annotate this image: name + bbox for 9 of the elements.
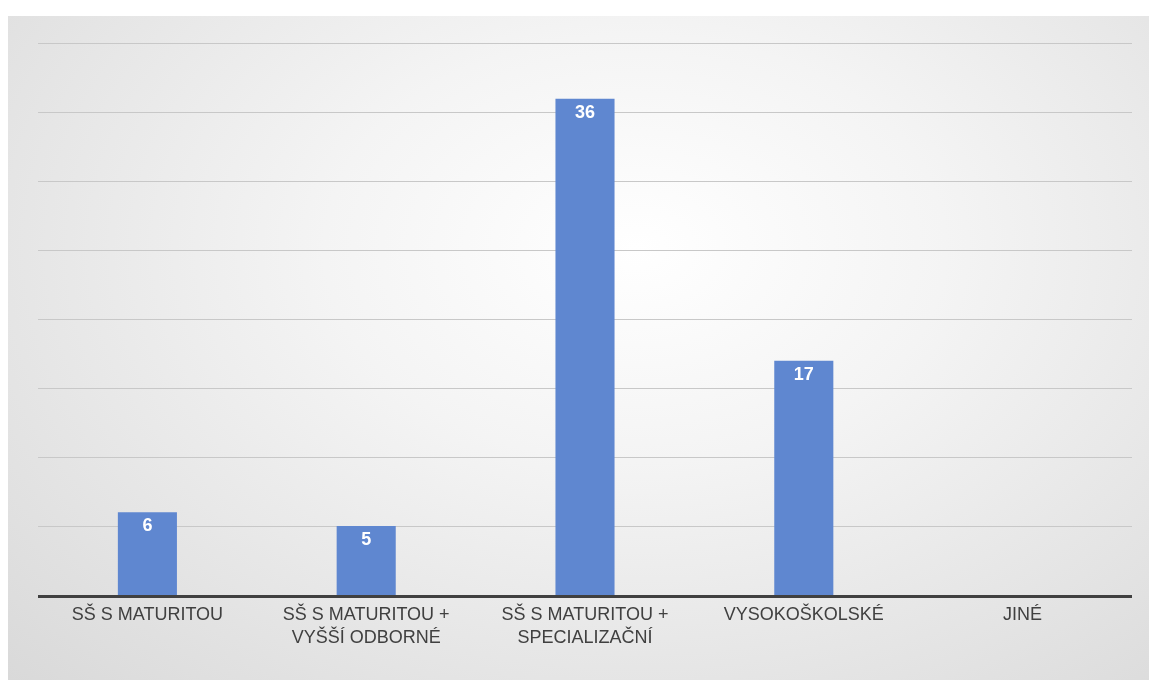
x-tick-label: SŠ S MATURITOU <box>71 602 224 624</box>
data-label: 6 <box>142 515 153 536</box>
data-label: 36 <box>574 101 596 122</box>
x-tick-label: SŠ S MATURITOU + SPECIALIZAČNÍ <box>501 602 669 647</box>
data-label: 5 <box>361 529 372 550</box>
x-tick-label: VYSOKOŠKOLSKÉ <box>723 602 884 624</box>
data-label: 17 <box>793 363 814 384</box>
x-tick-label: SŠ S MATURITOU + VYŠŠÍ ODBORNÉ <box>282 602 450 647</box>
x-tick-label: JINÉ <box>1003 603 1043 624</box>
